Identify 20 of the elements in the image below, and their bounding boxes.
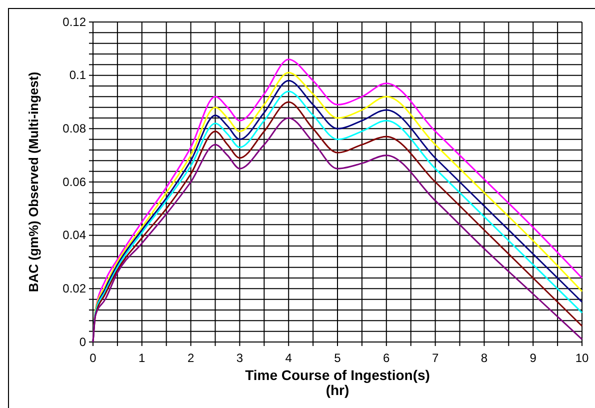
y-tick-label: 0.06 [62, 174, 86, 189]
x-tick-label: 7 [432, 351, 439, 366]
y-tick-label: 0 [79, 334, 86, 349]
y-tick-label: 0.04 [62, 228, 86, 242]
x-tick-label: 1 [138, 351, 146, 366]
x-axis-title: Time Course of Ingestion(s) (hr) [245, 367, 430, 398]
x-tick-label: 6 [383, 351, 390, 366]
y-tick-label: 0.02 [62, 282, 86, 296]
x-tick-label: 8 [480, 351, 488, 366]
y-axis-title: BAC (gm%) Observed (Multi-ingest) [26, 72, 41, 292]
x-tick-label: 3 [236, 351, 244, 366]
y-tick-label: 0.08 [62, 122, 86, 136]
x-tick-label: 10 [575, 351, 589, 366]
x-tick-label: 2 [187, 351, 194, 366]
y-tick-label: 0.1 [69, 68, 86, 82]
x-tick-label: 4 [285, 351, 292, 366]
x-tick-label: 5 [334, 351, 342, 366]
x-tick-label: 0 [90, 351, 97, 366]
x-tick-label: 9 [530, 351, 537, 366]
y-tick-label: 0.12 [62, 14, 86, 29]
